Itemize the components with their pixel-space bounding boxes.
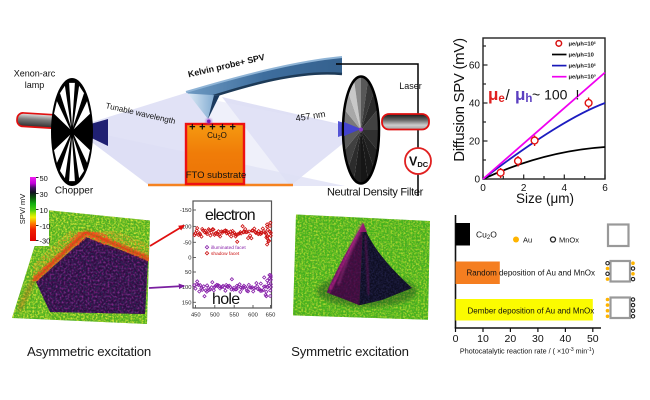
svg-text:50: 50 (40, 174, 48, 183)
svg-text:0: 0 (453, 333, 459, 345)
svg-text:30: 30 (532, 333, 544, 345)
svg-text:SPV/ mV: SPV/ mV (18, 194, 27, 224)
svg-text:550: 550 (229, 313, 239, 319)
svg-text:60: 60 (469, 61, 481, 72)
svg-text:Cu2O: Cu2O (476, 230, 497, 242)
svg-text:600: 600 (248, 313, 258, 319)
svg-text:50: 50 (587, 333, 599, 345)
svg-text:MnOx: MnOx (559, 236, 579, 245)
svg-text:hole: hole (212, 291, 240, 308)
svg-text:Random deposition of Au and Mn: Random deposition of Au and MnOx (467, 269, 596, 278)
svg-text:Chopper: Chopper (55, 186, 94, 197)
svg-text:Photocatalytic reaction rate /: Photocatalytic reaction rate / ( ×10-3 m… (460, 347, 594, 356)
svg-text:Cu2O: Cu2O (207, 131, 227, 142)
svg-text:2: 2 (521, 183, 527, 194)
svg-text:10: 10 (477, 333, 489, 345)
svg-text:μe/μh=10²: μe/μh=10² (569, 40, 596, 47)
svg-text:~ 100: ~ 100 (532, 87, 568, 103)
svg-text:40: 40 (469, 99, 481, 110)
svg-text:-10: -10 (40, 222, 51, 231)
svg-text:457 nm: 457 nm (295, 109, 326, 124)
svg-text:μe/μh=10: μe/μh=10 (569, 53, 594, 59)
svg-text:/: / (506, 87, 511, 104)
svg-text:150: 150 (182, 300, 192, 306)
svg-text:Symmetric excitation: Symmetric excitation (291, 344, 409, 359)
svg-text:lamp: lamp (25, 80, 45, 90)
svg-text:6: 6 (602, 183, 608, 194)
svg-text:20: 20 (505, 333, 517, 345)
svg-text:0: 0 (480, 183, 486, 194)
svg-text:40: 40 (560, 333, 572, 345)
svg-text:+: + (219, 122, 225, 134)
svg-text:-30: -30 (40, 237, 51, 246)
svg-text:50: 50 (185, 270, 191, 276)
svg-text:μe/μh=10²: μe/μh=10² (569, 63, 596, 70)
svg-text:μe/μh=10³: μe/μh=10³ (569, 74, 596, 81)
svg-text:+: + (189, 122, 195, 134)
svg-text:-150: -150 (180, 208, 192, 214)
svg-text:Laser: Laser (399, 81, 422, 91)
svg-text:30: 30 (40, 190, 48, 199)
svg-text:4: 4 (562, 183, 568, 194)
svg-text:Xenon-arc: Xenon-arc (14, 69, 56, 79)
svg-text:-100: -100 (180, 224, 192, 230)
svg-text:0: 0 (188, 256, 191, 262)
svg-text:10: 10 (40, 206, 48, 215)
svg-text:-50: -50 (183, 240, 191, 246)
svg-text:electron: electron (205, 207, 255, 224)
svg-text:450: 450 (191, 313, 201, 319)
svg-text:Diffusion SPV (mV): Diffusion SPV (mV) (451, 38, 468, 162)
svg-text:+: + (199, 122, 205, 134)
svg-text:500: 500 (210, 313, 220, 319)
svg-text:Au: Au (523, 236, 532, 245)
svg-text:20: 20 (469, 137, 481, 148)
svg-text:+: + (209, 122, 215, 134)
svg-text:illuminated facet: illuminated facet (211, 245, 246, 251)
svg-text:0: 0 (474, 175, 480, 186)
svg-text:Size (μm): Size (μm) (516, 191, 574, 206)
svg-text:100: 100 (182, 285, 192, 291)
svg-text:shadow facet: shadow facet (211, 251, 240, 257)
svg-text:Neutral Density Filter: Neutral Density Filter (327, 187, 424, 199)
svg-text:Asymmetric excitation: Asymmetric excitation (27, 344, 151, 359)
svg-text:+: + (229, 122, 235, 134)
svg-text:!: ! (576, 87, 580, 103)
svg-text:650: 650 (266, 313, 276, 319)
svg-text:FTO substrate: FTO substrate (186, 170, 247, 181)
svg-text:Dember deposition of Au and Mn: Dember deposition of Au and MnOx (468, 307, 595, 316)
